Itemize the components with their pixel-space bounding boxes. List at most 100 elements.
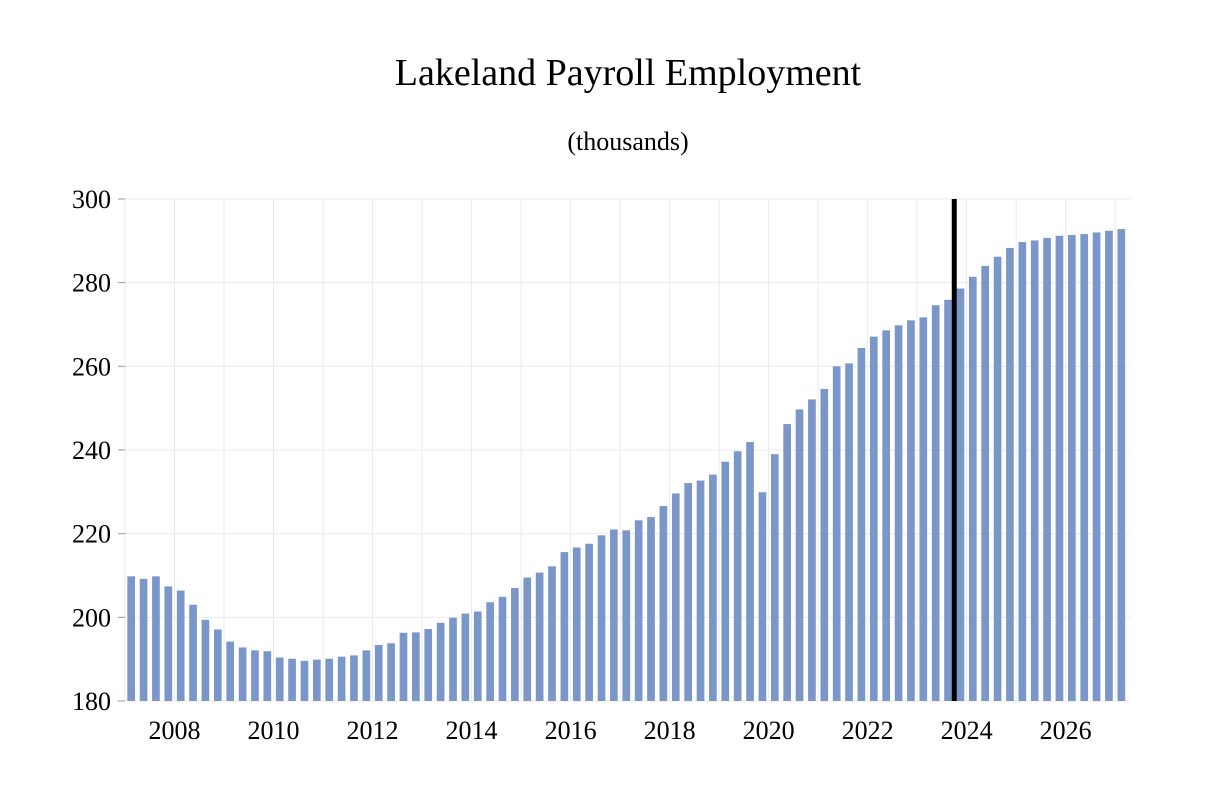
x-tick-label: 2010 [248,716,300,745]
bar [634,520,643,701]
x-tick-label: 2008 [149,716,201,745]
bar [647,516,655,701]
bar [622,530,631,701]
y-tick-label: 240 [72,436,111,465]
bar [696,480,705,701]
y-axis: 180 200 220 240 260 280 300 [72,185,125,716]
bar [164,586,173,701]
x-tick-label: 2018 [644,716,696,745]
bar [684,483,692,701]
bar [486,602,494,701]
bar [993,256,1002,701]
bar [374,644,383,701]
bar [820,388,829,701]
y-tick-label: 180 [72,687,111,716]
bar [1006,247,1014,701]
x-tick-label: 2014 [446,716,498,745]
bar [783,424,791,701]
bar [127,576,136,701]
bar [857,347,866,701]
bar [1030,240,1039,702]
bar [213,629,222,701]
bar [152,576,160,701]
bar [511,588,519,701]
bar [585,543,593,701]
bar [1043,237,1051,701]
bar [968,276,977,701]
bar [1055,235,1064,701]
bar [795,409,804,701]
bar [808,399,816,701]
bar [473,611,482,701]
bar [919,317,928,701]
x-tick-label: 2026 [1040,716,1092,745]
y-tick-label: 260 [72,352,111,381]
y-tick-label: 220 [72,520,111,549]
bar [189,604,197,701]
bar [176,590,185,701]
bar [461,613,470,701]
bar [671,493,680,701]
bars-layer [127,229,1126,702]
bar [412,632,420,701]
bar [770,454,779,701]
x-tick-label: 2012 [347,716,399,745]
bar [882,330,891,701]
bar [869,336,878,701]
x-tick-label: 2016 [545,716,597,745]
bar [610,529,618,701]
bar [733,451,742,701]
y-tick-label: 300 [72,185,111,214]
chart-title: Lakeland Payroll Employment [395,52,862,94]
bar [288,658,296,701]
bar [424,629,433,701]
bar [362,650,371,701]
bar [337,656,346,701]
y-tick-label: 280 [72,269,111,298]
x-tick-label: 2024 [941,716,993,745]
bar [300,660,309,701]
bar [1067,234,1076,701]
bar [350,655,358,701]
bar [709,474,717,701]
bar [894,325,903,701]
bar [399,632,408,701]
bar [758,492,767,701]
bar [139,578,148,701]
bar [226,641,235,701]
bar [1105,230,1113,701]
bar [1092,232,1101,701]
bar [238,647,247,701]
bar [436,622,445,701]
bar [548,566,556,701]
bar [251,650,259,701]
bar [387,643,395,701]
bar [907,320,915,701]
bar [275,657,284,701]
bar [313,659,321,701]
bar [832,366,841,701]
bar [572,547,581,701]
bar [597,535,606,701]
x-tick-label: 2022 [842,716,894,745]
bar [1117,229,1126,701]
bar [721,461,730,701]
bar [1080,234,1089,701]
grid-layer [124,198,1130,702]
bar [535,572,544,701]
bar [845,363,853,701]
bar [325,658,334,701]
bar [498,596,507,701]
bar [201,619,210,701]
bar [560,552,569,701]
bar [263,651,272,701]
bar [449,617,457,701]
bar [1018,242,1027,702]
x-axis: 2008 2010 2012 2014 2016 2018 2020 2022 2024 2026 [149,716,1092,745]
bar [956,288,965,701]
bar [981,265,990,701]
bar [944,299,952,701]
x-tick-label: 2020 [743,716,795,745]
bar [746,442,754,701]
